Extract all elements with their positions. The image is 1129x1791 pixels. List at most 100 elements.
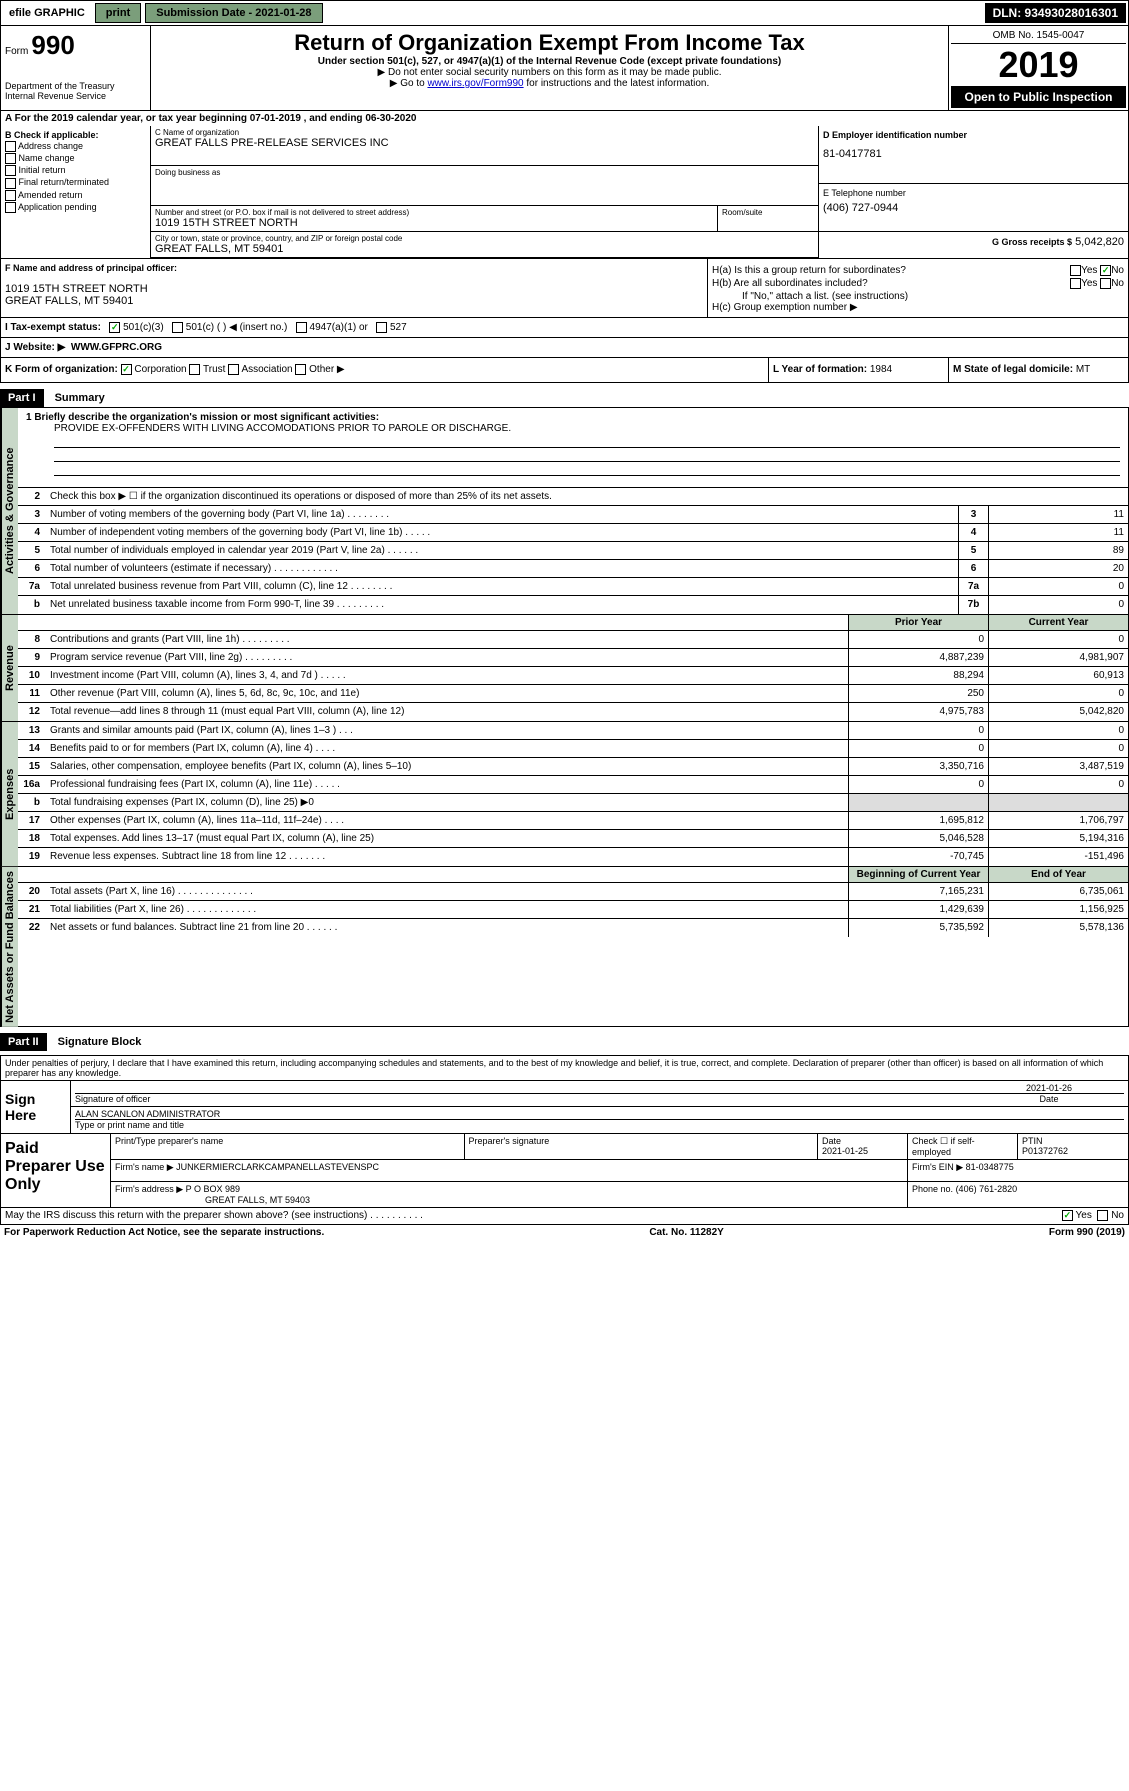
line-4: Number of independent voting members of … [46,525,958,540]
form-number-box: Form 990 Department of the Treasury Inte… [1,26,151,110]
instructions-link[interactable]: www.irs.gov/Form990 [427,78,523,89]
entity-section: A For the 2019 calendar year, or tax yea… [0,111,1129,383]
form-prefix: Form [5,46,28,57]
end-year-header: End of Year [988,867,1128,882]
tax-period: A For the 2019 calendar year, or tax yea… [1,111,1128,126]
form-subtitle: Under section 501(c), 527, or 4947(a)(1)… [155,56,944,67]
name-change-check[interactable]: Name change [5,153,146,164]
final-return-check[interactable]: Final return/terminated [5,177,146,188]
org-name-label: C Name of organization [155,128,814,137]
dln-label: DLN: 93493028016301 [985,3,1126,23]
dba-label: Doing business as [155,168,814,177]
part2-header-row: Part II Signature Block [0,1027,1129,1051]
name-label: Type or print name and title [75,1119,1124,1130]
note-2: ▶ Go to www.irs.gov/Form990 for instruct… [155,78,944,89]
discuss-yes-check[interactable] [1062,1210,1073,1221]
note-1: ▶ Do not enter social security numbers o… [155,67,944,78]
addr-change-check[interactable]: Address change [5,141,146,152]
domicile-box: M State of legal domicile: MT [948,358,1128,381]
status-label: I Tax-exempt status: [5,322,101,333]
perjury-statement: Under penalties of perjury, I declare th… [1,1056,1128,1081]
street-value: 1019 15TH STREET NORTH [155,217,713,229]
line-14: Benefits paid to or for members (Part IX… [46,741,848,756]
line-16b: Total fundraising expenses (Part IX, col… [46,795,848,810]
initial-return-check[interactable]: Initial return [5,165,146,176]
firm-addr1: P O BOX 989 [186,1184,240,1194]
print-button[interactable]: print [95,3,141,23]
line-5: Total number of individuals employed in … [46,543,958,558]
firm-phone: (406) 761-2820 [956,1184,1018,1194]
line-9: Program service revenue (Part VIII, line… [46,650,848,665]
website-value: WWW.GFPRC.ORG [71,342,162,353]
app-pending-check[interactable]: Application pending [5,202,146,213]
signature-section: Under penalties of perjury, I declare th… [0,1055,1129,1208]
tax-status-row: I Tax-exempt status: 501(c)(3) 501(c) ( … [1,317,1128,337]
inspection-label: Open to Public Inspection [951,86,1126,108]
ha-label: H(a) Is this a group return for subordin… [712,265,906,276]
sig-officer-label: Signature of officer [75,1094,150,1104]
submission-date-button[interactable]: Submission Date - 2021-01-28 [145,3,322,23]
part1-header: Part I [0,389,44,407]
officer-name: ALAN SCANLON ADMINISTRATOR [75,1109,1124,1119]
line-18: Total expenses. Add lines 13–17 (must eq… [46,831,848,846]
sign-here-label: Sign Here [1,1081,71,1133]
begin-year-header: Beginning of Current Year [848,867,988,882]
cat-no: Cat. No. 11282Y [649,1227,723,1238]
note2-pre: ▶ Go to [390,78,428,89]
line-22: Net assets or fund balances. Subtract li… [46,920,848,935]
part2-title: Signature Block [50,1033,150,1051]
line-19: Revenue less expenses. Subtract line 18 … [46,849,848,864]
part1-title: Summary [47,389,113,407]
side-netassets: Net Assets or Fund Balances [1,867,18,1027]
gross-label: G Gross receipts $ [992,237,1072,247]
tel-label: E Telephone number [823,188,1124,198]
officer-box: F Name and address of principal officer:… [1,259,708,317]
tax-year: 2019 [951,44,1126,86]
side-expenses: Expenses [1,722,18,866]
mission-text: PROVIDE EX-OFFENDERS WITH LIVING ACCOMOD… [54,423,1120,434]
line-2: Check this box ▶ ☐ if the organization d… [46,489,1128,504]
mission-area: 1 Briefly describe the organization's mi… [18,408,1128,488]
discuss-row: May the IRS discuss this return with the… [0,1208,1129,1224]
sig-date: 2021-01-26 [974,1083,1124,1093]
line-8: Contributions and grants (Part VIII, lin… [46,632,848,647]
line-16a: Professional fundraising fees (Part IX, … [46,777,848,792]
paid-preparer-label: Paid Preparer Use Only [1,1134,111,1207]
self-employed-check[interactable]: Check ☐ if self-employed [908,1134,1018,1159]
website-label: J Website: ▶ [5,342,65,353]
ein-label: D Employer identification number [823,130,1124,140]
part2-header: Part II [0,1033,47,1051]
department-label: Department of the Treasury Internal Reve… [5,81,146,101]
part1-header-row: Part I Summary [0,383,1129,407]
501c3-check[interactable] [109,322,120,333]
form-header: Form 990 Department of the Treasury Inte… [0,26,1129,111]
hc-label: H(c) Group exemption number ▶ [712,302,1124,313]
room-label: Room/suite [722,208,814,217]
check-label: B Check if applicable: [5,130,146,140]
side-revenue: Revenue [1,615,18,721]
line-13: Grants and similar amounts paid (Part IX… [46,723,848,738]
expenses-table: Expenses 13Grants and similar amounts pa… [0,722,1129,867]
street-label: Number and street (or P.O. box if mail i… [155,208,713,217]
side-governance: Activities & Governance [1,408,18,614]
top-bar: efile GRAPHIC print Submission Date - 20… [0,0,1129,26]
line-7b-val: 0 [988,596,1128,614]
revenue-table: Revenue Prior YearCurrent Year 8Contribu… [0,615,1129,722]
firm-addr2: GREAT FALLS, MT 59403 [115,1195,310,1205]
org-name: GREAT FALLS PRE-RELEASE SERVICES INC [155,137,814,149]
amended-return-check[interactable]: Amended return [5,190,146,201]
line-21: Total liabilities (Part X, line 26) . . … [46,902,848,917]
ha-no-check[interactable] [1100,265,1111,276]
line-7b: Net unrelated business taxable income fr… [46,597,958,612]
website-row: J Website: ▶ WWW.GFPRC.ORG [1,337,1128,357]
corp-check[interactable] [121,364,132,375]
officer-label: F Name and address of principal officer: [5,263,703,273]
line-3: Number of voting members of the governin… [46,507,958,522]
form-org-box: K Form of organization: Corporation Trus… [1,358,768,381]
ein-value: 81-0417781 [823,148,1124,160]
line-5-val: 89 [988,542,1128,559]
group-return-box: H(a) Is this a group return for subordin… [708,259,1128,317]
note2-post: for instructions and the latest informat… [524,78,710,89]
tel-value: (406) 727-0944 [823,202,1124,214]
firm-ein: 81-0348775 [966,1162,1014,1172]
